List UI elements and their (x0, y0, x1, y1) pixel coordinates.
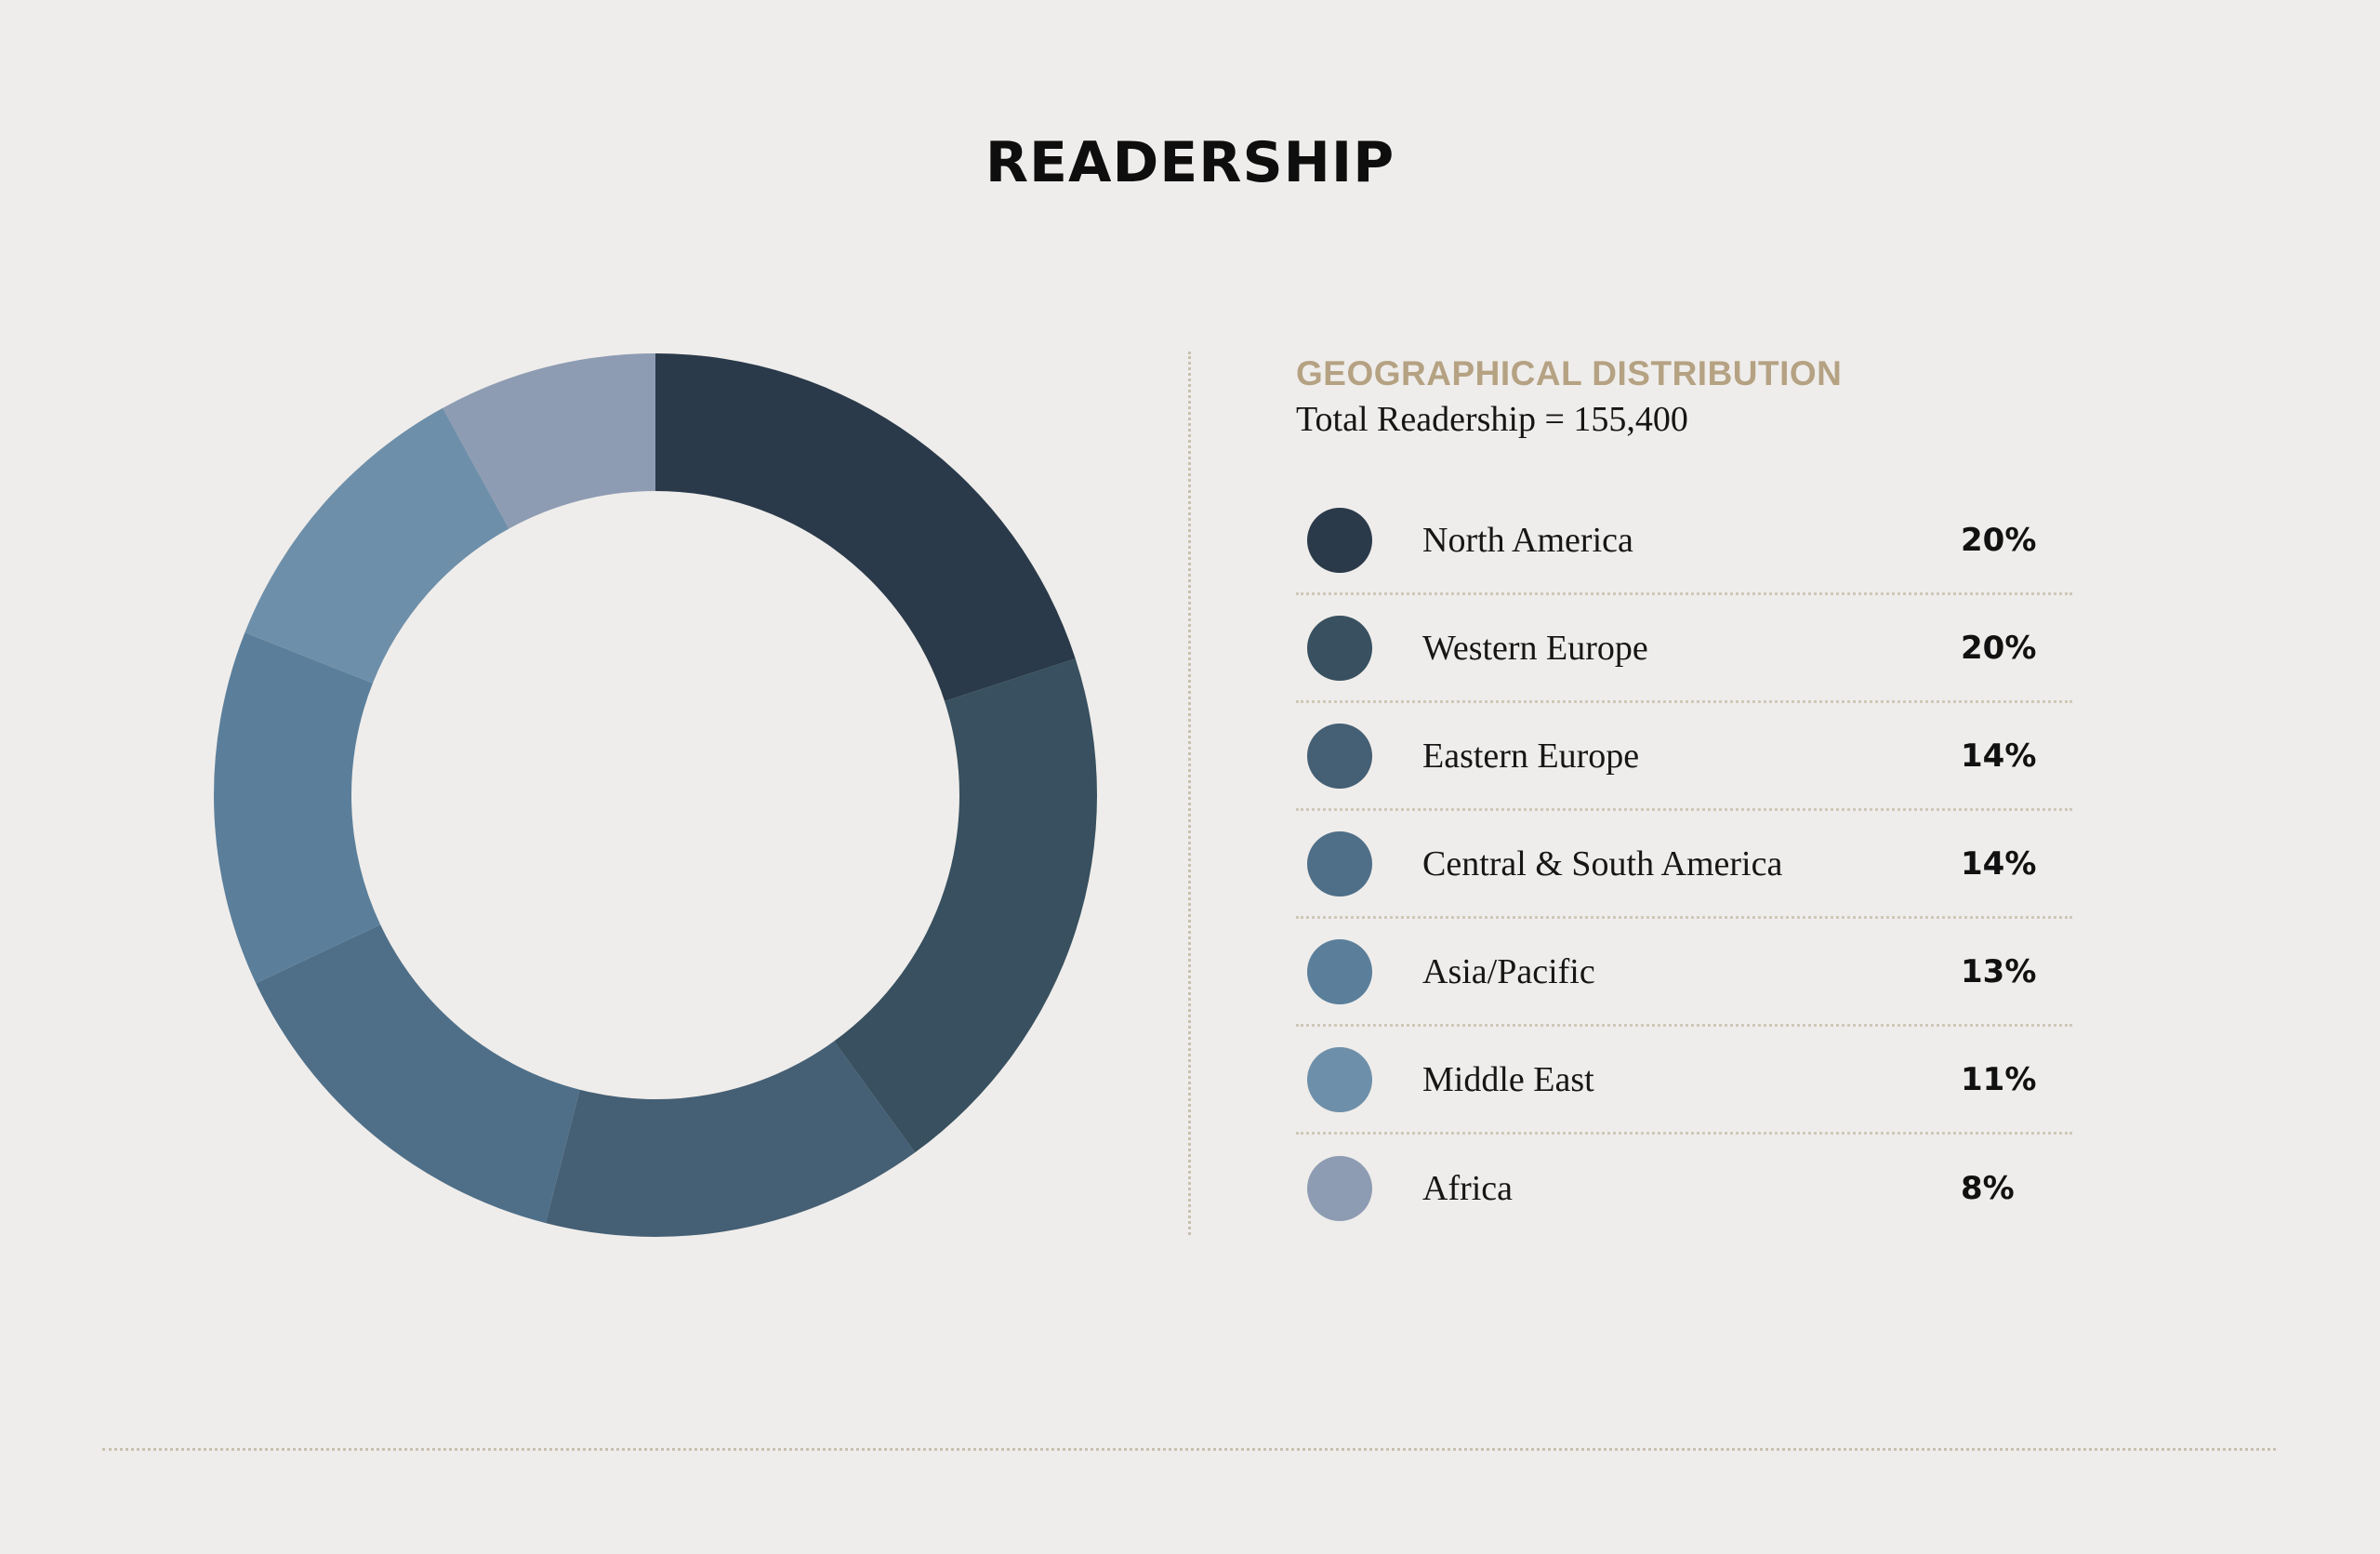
page-title: READERSHIP (985, 130, 1395, 195)
legend-label: Central & South America (1422, 843, 1783, 883)
donut-slice-eastern-europe (545, 1041, 916, 1237)
legend-percentage: 13% (1961, 952, 2037, 990)
legend-item-north-america: North America 20% (1296, 487, 2072, 595)
legend-swatch (1307, 1046, 1372, 1112)
donut-slice-africa (443, 353, 655, 529)
panel-heading: GEOGRAPHICAL DISTRIBUTION (1296, 354, 1843, 392)
legend-item-eastern-europe: Eastern Europe 14% (1296, 703, 2072, 811)
total-readership: Total Readership = 155,400 (1296, 400, 1688, 439)
legend-list: North America 20% Western Europe 20% Eastern… (1296, 487, 2077, 1242)
bottom-divider (102, 1448, 2276, 1451)
legend-label: Asia/Pacific (1422, 951, 1595, 991)
legend-label: North America (1422, 520, 1633, 560)
donut-slices (214, 353, 1097, 1237)
legend-swatch (1307, 723, 1372, 789)
legend-label: Africa (1422, 1169, 1514, 1208)
legend-percentage: 20% (1961, 521, 2037, 559)
legend-percentage: 8% (1961, 1170, 2015, 1207)
legend-percentage: 11% (1961, 1060, 2037, 1098)
legend-item-asia-pacific: Asia/Pacific 13% (1296, 919, 2072, 1027)
legend-panel: GEOGRAPHICAL DISTRIBUTION Total Readersh… (1296, 352, 2077, 1242)
legend-swatch (1307, 615, 1372, 681)
legend-item-western-europe: Western Europe 20% (1296, 595, 2072, 703)
donut-slice-north-america (655, 353, 1076, 701)
donut-slice-middle-east (245, 407, 509, 684)
legend-label: Middle East (1422, 1059, 1594, 1099)
legend-percentage: 14% (1961, 737, 2037, 775)
legend-percentage: 14% (1961, 844, 2037, 883)
legend-label: Eastern Europe (1422, 736, 1640, 776)
legend-swatch (1307, 1156, 1372, 1221)
legend-item-middle-east: Middle East 11% (1296, 1027, 2072, 1135)
donut-slice-central-south-america (256, 924, 580, 1224)
legend-swatch (1307, 507, 1372, 573)
legend-percentage: 20% (1961, 629, 2037, 667)
legend-label: Western Europe (1422, 628, 1648, 668)
legend-swatch (1307, 830, 1372, 897)
legend-item-africa: Africa 8% (1296, 1135, 2072, 1242)
vertical-divider (1188, 352, 1191, 1235)
donut-slice-western-europe (834, 658, 1097, 1153)
legend-swatch (1307, 938, 1372, 1004)
donut-chart (214, 353, 1097, 1237)
donut-slice-asia-pacific (214, 632, 381, 984)
legend-item-central-south-america: Central & South America 14% (1296, 811, 2072, 919)
